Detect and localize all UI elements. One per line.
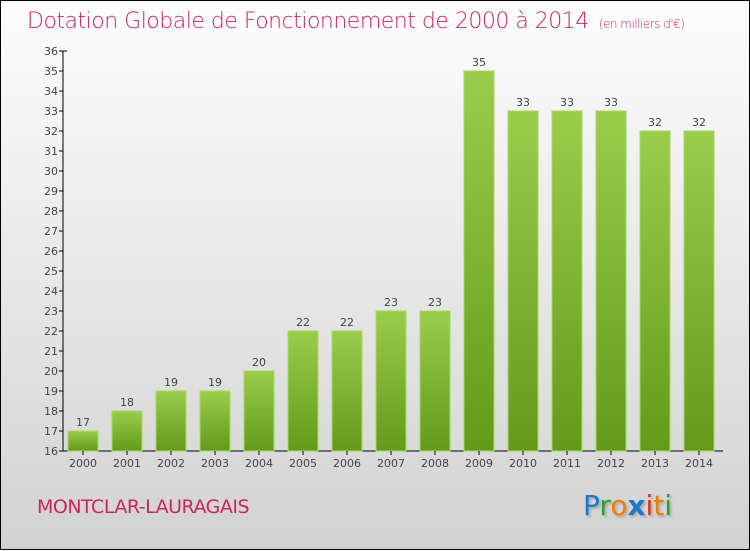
y-tick-label: 21 [44, 345, 58, 358]
bar-2003 [199, 390, 231, 452]
bar-2012 [595, 110, 627, 452]
title-text: Dotation Globale de Fonctionnement de 20… [27, 9, 589, 34]
bar-2004 [243, 370, 275, 452]
bar-2009 [463, 70, 495, 452]
x-tick-label: 2010 [509, 457, 537, 470]
x-tick-label: 2014 [685, 457, 713, 470]
x-tick-label: 2007 [377, 457, 405, 470]
bar-2006 [331, 330, 363, 452]
x-tick-label: 2013 [641, 457, 669, 470]
data-label: 33 [516, 96, 530, 109]
data-label: 32 [648, 116, 662, 129]
y-tick-label: 29 [44, 185, 58, 198]
x-tick-label: 2001 [113, 457, 141, 470]
data-label: 22 [296, 316, 310, 329]
commune-name: MONTCLAR-LAURAGAIS [37, 496, 250, 518]
y-tick-label: 17 [44, 425, 58, 438]
y-tick-label: 25 [44, 265, 58, 278]
y-tick-label: 18 [44, 405, 58, 418]
y-tick-label: 20 [44, 365, 58, 378]
logo-letter: P [583, 489, 600, 522]
y-tick-label: 16 [44, 445, 58, 458]
bar-2011 [551, 110, 583, 452]
logo-letter: t [653, 489, 665, 522]
bar-2008 [419, 310, 451, 452]
data-label: 18 [120, 396, 134, 409]
y-tick-label: 22 [44, 325, 58, 338]
x-tick-label: 2006 [333, 457, 361, 470]
y-tick-label: 27 [44, 225, 58, 238]
chart-title: Dotation Globale de Fonctionnement de 20… [27, 9, 685, 34]
y-tick-label: 34 [44, 85, 58, 98]
bar-2010 [507, 110, 539, 452]
chart-subtitle: (en milliers d'€) [598, 17, 685, 31]
x-tick-label: 2009 [465, 457, 493, 470]
y-tick-label: 35 [44, 65, 58, 78]
x-tick-label: 2005 [289, 457, 317, 470]
data-label: 33 [560, 96, 574, 109]
data-label: 33 [604, 96, 618, 109]
x-tick-label: 2011 [553, 457, 581, 470]
y-tick-label: 30 [44, 165, 58, 178]
y-tick-label: 24 [44, 285, 58, 298]
y-tick-label: 33 [44, 105, 58, 118]
bar-2005 [287, 330, 319, 452]
proxiti-logo[interactable]: Proxiti [583, 489, 672, 522]
logo-letter: o [610, 489, 628, 522]
y-tick-label: 36 [44, 45, 58, 58]
x-tick-label: 2004 [245, 457, 273, 470]
x-tick-label: 2002 [157, 457, 185, 470]
data-label: 17 [76, 416, 90, 429]
bar-2000 [67, 430, 99, 452]
x-tick-label: 2008 [421, 457, 449, 470]
y-tick-label: 23 [44, 305, 58, 318]
logo-letter: r [599, 489, 611, 522]
bar-2014 [683, 130, 715, 452]
x-tick-label: 2000 [69, 457, 97, 470]
data-label: 23 [428, 296, 442, 309]
data-label: 32 [692, 116, 706, 129]
logo-letter: x [627, 489, 646, 522]
x-tick-label: 2003 [201, 457, 229, 470]
y-tick-label: 28 [44, 205, 58, 218]
y-tick-label: 19 [44, 385, 58, 398]
bar-2007 [375, 310, 407, 452]
bar-2002 [155, 390, 187, 452]
data-label: 20 [252, 356, 266, 369]
data-label: 23 [384, 296, 398, 309]
data-label: 22 [340, 316, 354, 329]
data-label: 19 [164, 376, 178, 389]
data-label: 19 [208, 376, 222, 389]
y-tick-label: 26 [44, 245, 58, 258]
bar-2001 [111, 410, 143, 452]
bar-2013 [639, 130, 671, 452]
y-tick-label: 32 [44, 125, 58, 138]
logo-letter: i [645, 489, 654, 522]
logo-letter: i [664, 489, 673, 522]
data-label: 35 [472, 56, 486, 69]
y-tick-label: 31 [44, 145, 58, 158]
x-tick-label: 2012 [597, 457, 625, 470]
